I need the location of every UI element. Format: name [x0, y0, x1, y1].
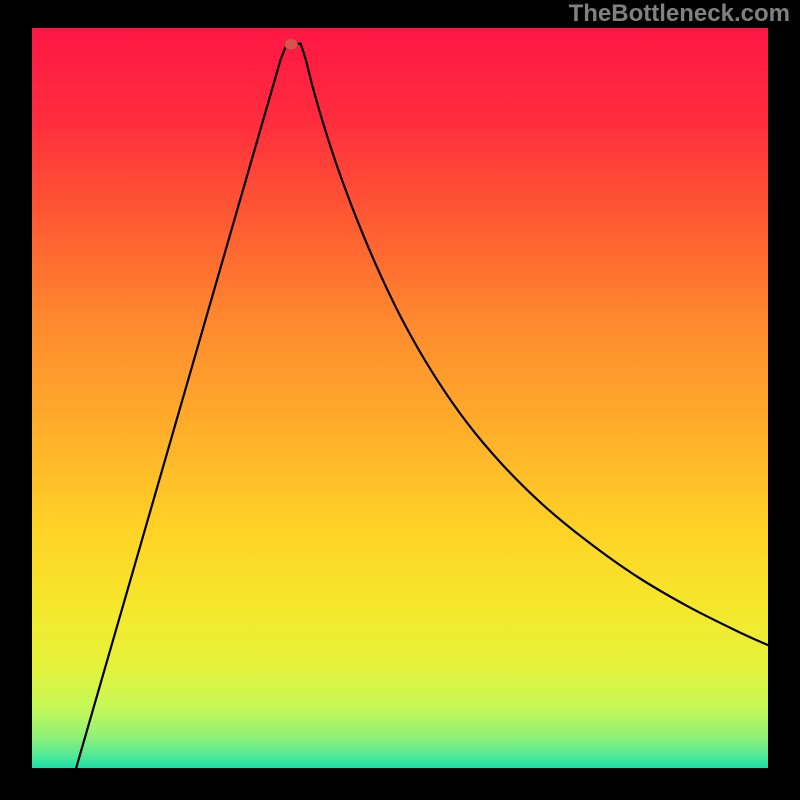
minimum-marker [284, 39, 297, 50]
chart-container: TheBottleneck.com [0, 0, 800, 800]
attribution-text: TheBottleneck.com [569, 0, 790, 28]
plot-area [32, 28, 768, 768]
plot-svg [32, 28, 768, 768]
gradient-background [32, 28, 768, 768]
